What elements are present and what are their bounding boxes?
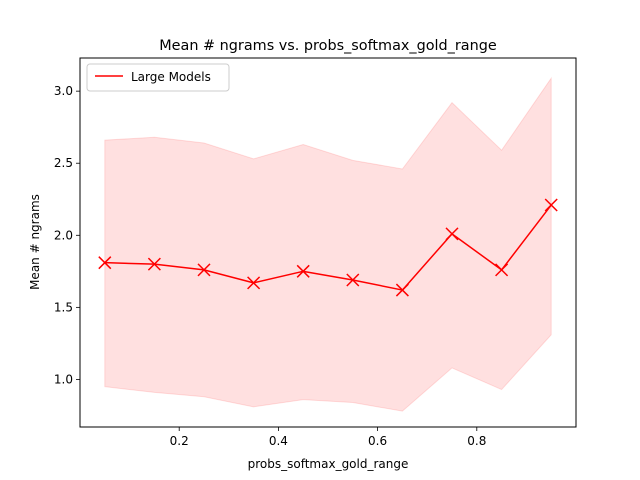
y-tick-label: 2.5	[54, 156, 73, 170]
plot-frame	[79, 57, 577, 428]
x-axis-label: probs_softmax_gold_range	[248, 457, 409, 471]
data-point-marker	[395, 283, 409, 297]
data-point-marker	[98, 256, 112, 270]
marker-layer	[98, 198, 558, 297]
x-tick-label: 0.8	[467, 434, 486, 448]
x-tick-label: 0.6	[368, 434, 387, 448]
data-point-marker	[346, 273, 360, 287]
data-point-marker	[197, 263, 211, 277]
data-point-marker	[147, 257, 161, 271]
x-tick-label: 0.2	[170, 434, 189, 448]
series-line	[104, 204, 552, 291]
data-point-marker	[247, 276, 261, 290]
confidence-band	[104, 76, 552, 412]
chart-title: Mean # ngrams vs. probs_softmax_gold_ran…	[159, 38, 497, 54]
y-tick-label: 3.0	[54, 84, 73, 98]
series-line-layer	[104, 204, 552, 291]
y-axis-label: Mean # ngrams	[28, 194, 42, 290]
legend-entry-label: Large Models	[131, 70, 211, 84]
data-point-marker	[296, 264, 310, 278]
x-tick-label: 0.4	[269, 434, 288, 448]
x-axis: 0.2 0.4 0.6 0.8	[170, 427, 486, 448]
y-axis: 1.0 1.5 2.0 2.5 3.0	[54, 84, 80, 386]
legend-box	[86, 63, 230, 92]
data-point-marker	[445, 227, 459, 241]
confidence-band-layer	[104, 76, 552, 412]
data-point-marker	[495, 263, 509, 277]
plot-area	[79, 57, 577, 428]
y-tick-label: 1.5	[54, 300, 73, 314]
y-tick-label: 1.0	[54, 372, 73, 386]
data-point-marker	[544, 198, 558, 212]
y-tick-label: 2.0	[54, 228, 73, 242]
legend: Large Models	[86, 63, 230, 92]
